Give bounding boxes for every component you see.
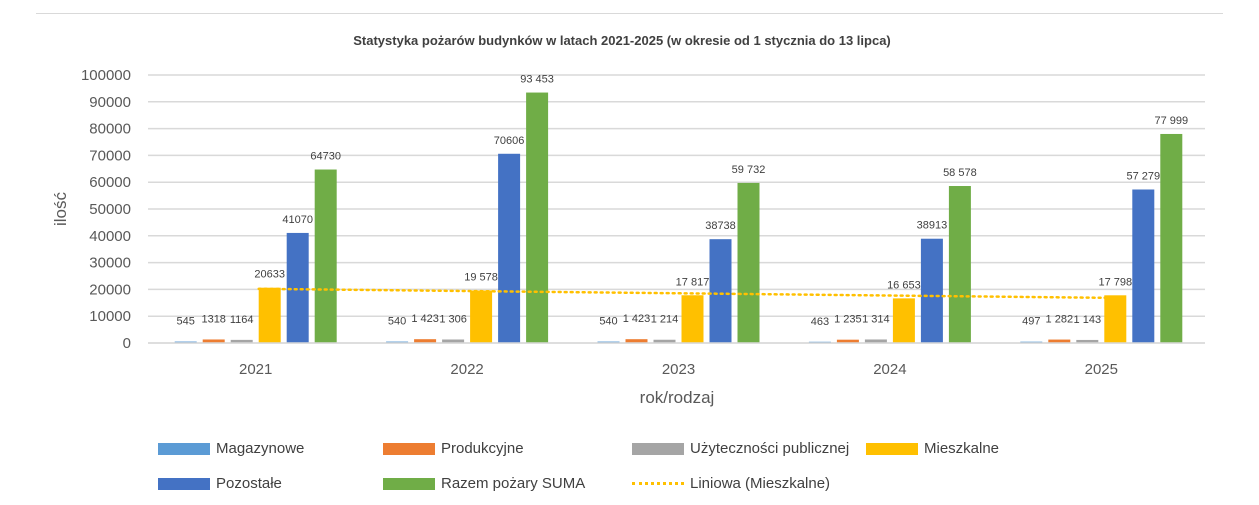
bar-mieszkalne-2023 — [681, 295, 704, 343]
data-label: 38913 — [917, 220, 948, 232]
legend-label: Produkcyjne — [441, 440, 524, 457]
bar-razem-pożary-suma-2022 — [526, 92, 549, 343]
data-label: 59 732 — [732, 164, 766, 176]
data-label: 545 — [177, 316, 195, 328]
bar-użyteczności-publicznej-2021 — [230, 339, 253, 343]
chart-title: Statystyka pożarów budynków w latach 202… — [353, 33, 891, 48]
legend-item: Liniowa (Mieszkalne) — [632, 475, 830, 492]
legend-item: Magazynowe — [158, 440, 304, 457]
bar-użyteczności-publicznej-2025 — [1076, 339, 1099, 343]
data-label: 57 279 — [1126, 170, 1160, 182]
legend-label: Razem pożary SUMA — [441, 475, 586, 492]
data-label: 16 653 — [887, 279, 921, 291]
data-label: 497 — [1022, 316, 1040, 328]
data-label: 540 — [599, 316, 617, 328]
legend-swatch — [383, 442, 435, 455]
x-tick-label: 2023 — [662, 361, 695, 378]
legend-label: Magazynowe — [216, 440, 305, 457]
bar-mieszkalne-2021 — [258, 287, 281, 343]
bar-produkcyjne-2021 — [202, 339, 225, 343]
y-tick-label: 20000 — [89, 281, 131, 298]
y-tick-label: 60000 — [89, 174, 131, 191]
bar-razem-pożary-suma-2023 — [737, 182, 760, 343]
y-tick-label: 80000 — [89, 121, 131, 138]
data-label: 1 306 — [439, 313, 467, 325]
data-label: 1164 — [230, 314, 254, 326]
bar-produkcyjne-2025 — [1048, 339, 1071, 343]
bar-pozostałe-2023 — [709, 239, 732, 343]
bar-produkcyjne-2024 — [836, 339, 859, 343]
legend-swatch — [866, 442, 918, 455]
legend-swatch — [632, 482, 684, 485]
legend-swatch — [158, 442, 210, 455]
data-label: 1 282 — [1046, 314, 1074, 326]
legend-swatch — [632, 442, 684, 455]
data-label: 93 453 — [520, 74, 554, 86]
data-label: 1 314 — [862, 313, 890, 325]
legend-label: Pozostałe — [216, 475, 282, 492]
bar-pozostałe-2022 — [498, 153, 521, 343]
bar-razem-pożary-suma-2025 — [1160, 133, 1183, 343]
bar-pozostałe-2025 — [1132, 189, 1155, 343]
bar-razem-pożary-suma-2024 — [948, 186, 971, 343]
bar-użyteczności-publicznej-2022 — [442, 339, 465, 343]
data-label: 70606 — [494, 135, 525, 147]
y-tick-label: 10000 — [89, 308, 131, 325]
data-label: 540 — [388, 316, 406, 328]
data-label: 64730 — [310, 151, 341, 163]
x-tick-label: 2025 — [1085, 361, 1118, 378]
y-tick-label: 90000 — [89, 94, 131, 111]
x-tick-label: 2022 — [450, 361, 483, 378]
data-label: 17 817 — [676, 276, 710, 288]
legend-item: Użyteczności publicznej — [632, 440, 849, 457]
bar-pozostałe-2021 — [286, 232, 309, 343]
y-tick-label: 40000 — [89, 228, 131, 245]
data-label: 19 578 — [464, 272, 498, 284]
data-label: 1 423 — [623, 313, 651, 325]
legend-label: Mieszkalne — [924, 440, 1000, 457]
top-divider — [36, 13, 1223, 14]
x-axis-label: rok/rodzaj — [640, 388, 715, 407]
legend-swatch — [383, 477, 435, 490]
bar-mieszkalne-2025 — [1104, 295, 1127, 343]
bar-mieszkalne-2022 — [470, 290, 493, 343]
data-label: 20633 — [254, 269, 285, 281]
bar-razem-pożary-suma-2021 — [314, 169, 337, 343]
legend-swatch — [158, 477, 210, 490]
data-label: 1 423 — [411, 313, 439, 325]
legend-item: Razem pożary SUMA — [383, 475, 585, 492]
legend-item: Pozostałe — [158, 475, 282, 492]
data-label: 41070 — [282, 214, 313, 226]
y-tick-label: 50000 — [89, 201, 131, 218]
data-label: 17 798 — [1098, 276, 1132, 288]
data-label: 1 143 — [1074, 314, 1102, 326]
data-label: 77 999 — [1154, 115, 1188, 127]
y-tick-label: 70000 — [89, 147, 131, 164]
y-tick-label: 0 — [123, 335, 131, 352]
data-label: 58 578 — [943, 167, 977, 179]
bar-użyteczności-publicznej-2023 — [653, 339, 676, 343]
trendline — [257, 287, 1128, 300]
x-tick-label: 2021 — [239, 361, 272, 378]
bar-produkcyjne-2022 — [414, 339, 437, 343]
data-label: 38738 — [705, 220, 736, 232]
y-tick-label: 30000 — [89, 255, 131, 272]
y-tick-label: 100000 — [81, 67, 131, 84]
bar-mieszkalne-2024 — [892, 298, 915, 343]
bar-produkcyjne-2023 — [625, 339, 648, 343]
data-label: 463 — [811, 316, 829, 328]
legend-item: Mieszkalne — [866, 440, 999, 457]
data-label: 1 214 — [651, 314, 679, 326]
legend-label: Użyteczności publicznej — [690, 440, 850, 457]
bar-użyteczności-publicznej-2024 — [864, 339, 887, 343]
data-label: 1318 — [201, 313, 225, 325]
legend-label: Liniowa (Mieszkalne) — [690, 475, 831, 492]
bar-pozostałe-2024 — [920, 238, 943, 343]
legend-item: Produkcyjne — [383, 440, 524, 457]
x-tick-label: 2024 — [873, 361, 906, 378]
data-label: 1 235 — [834, 314, 862, 326]
y-axis-label: ilość — [51, 191, 70, 226]
